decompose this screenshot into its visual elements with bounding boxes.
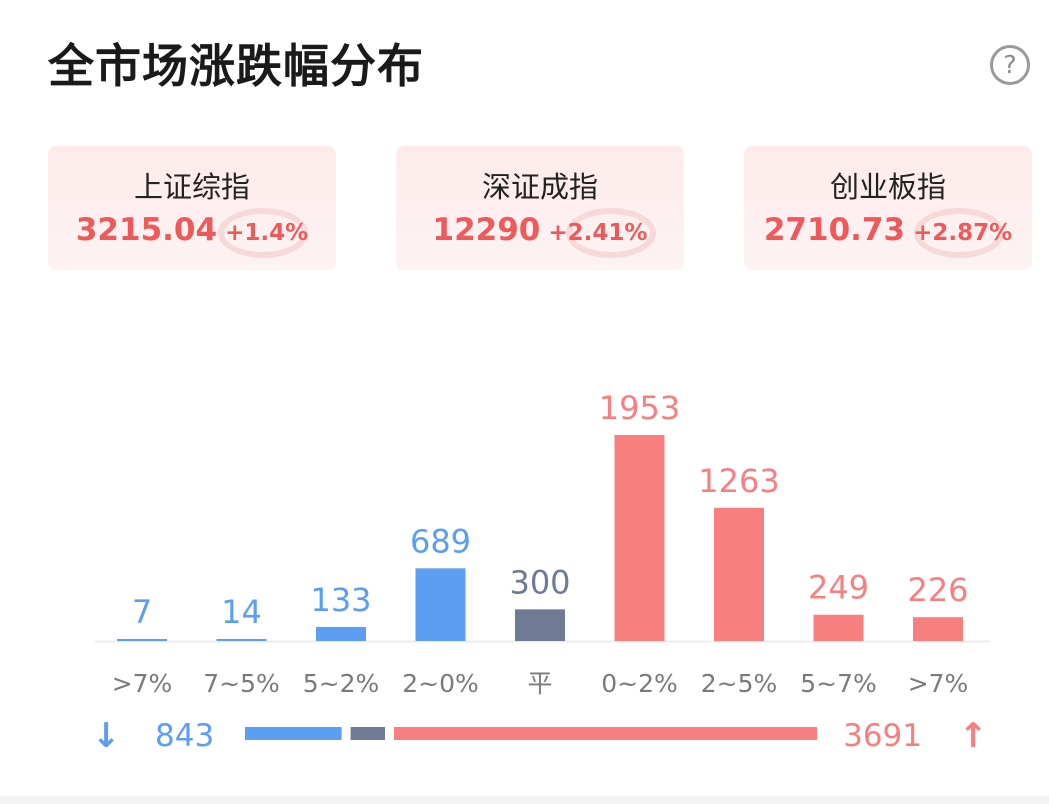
watermark-shape	[566, 208, 656, 258]
bar-value-label: 249	[808, 569, 869, 607]
up-count: 3691	[843, 718, 922, 754]
x-tick-label: 5~7%	[800, 669, 877, 698]
down-arrow-icon: ↓	[92, 716, 121, 756]
bar[interactable]	[216, 639, 267, 641]
bar[interactable]	[913, 617, 963, 641]
index-value: 2710.73	[763, 212, 906, 248]
index-name: 创业板指	[829, 170, 946, 204]
x-tick-label: 平	[527, 669, 552, 698]
bar-value-label: 226	[907, 571, 968, 609]
index-change: +1.4%	[225, 220, 309, 246]
help-icon[interactable]: ?	[990, 45, 1030, 85]
down-count: 843	[155, 718, 214, 754]
index-change: +2.87%	[913, 220, 1013, 246]
up-arrow-icon: ↑	[959, 716, 988, 756]
index-card-chinext[interactable]: 创业板指 2710.73 +2.87%	[744, 146, 1032, 270]
watermark-shape	[218, 208, 308, 258]
bar[interactable]	[515, 609, 565, 641]
index-value: 3215.04	[75, 212, 218, 248]
index-card-shenzhen[interactable]: 深证成指 12290 +2.41%	[396, 146, 684, 270]
bar-value-label: 1263	[698, 462, 779, 500]
page-title: 全市场涨跌幅分布	[48, 39, 424, 93]
x-tick-label: 2~0%	[402, 669, 479, 698]
index-card-shanghai[interactable]: 上证综指 3215.04 +1.4%	[48, 146, 336, 270]
bar[interactable]	[813, 614, 864, 641]
bar[interactable]	[415, 568, 466, 641]
x-tick-label: 2~5%	[701, 669, 778, 698]
index-name: 深证成指	[481, 170, 598, 204]
x-tick-label: 5~2%	[303, 669, 380, 698]
bar[interactable]	[117, 639, 167, 641]
index-name: 上证综指	[133, 170, 250, 204]
bar-value-label: 1953	[599, 389, 680, 427]
index-value: 12290	[432, 212, 541, 248]
bar[interactable]	[714, 507, 764, 641]
bar-value-label: 14	[221, 593, 262, 631]
index-change: +2.41%	[548, 220, 648, 246]
bar[interactable]	[614, 435, 665, 641]
summary-bar-flat	[350, 727, 385, 740]
watermark-shape	[914, 208, 1004, 258]
bar-value-label: 133	[310, 581, 371, 619]
summary-bar-up	[393, 727, 817, 740]
x-tick-label: >7%	[908, 669, 969, 698]
x-tick-label: >7%	[112, 669, 173, 698]
x-tick-label: 7~5%	[203, 669, 280, 698]
x-tick-label: 0~2%	[601, 669, 678, 698]
bar-value-label: 300	[509, 563, 570, 601]
bottom-divider	[0, 796, 1049, 804]
bar-value-label: 689	[410, 522, 471, 560]
summary-bar-down	[245, 727, 342, 740]
bar-value-label: 7	[132, 593, 152, 631]
bar[interactable]	[316, 626, 366, 641]
